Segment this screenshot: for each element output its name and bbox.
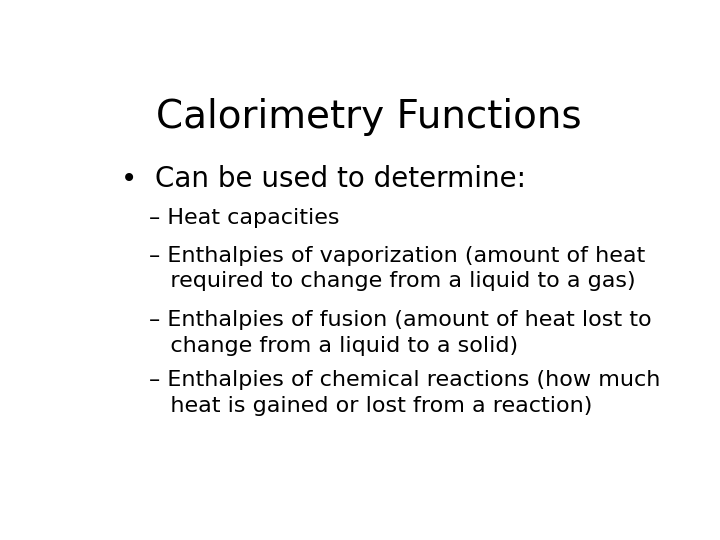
Text: – Enthalpies of chemical reactions (how much
   heat is gained or lost from a re: – Enthalpies of chemical reactions (how … xyxy=(148,370,660,416)
Text: •  Can be used to determine:: • Can be used to determine: xyxy=(121,165,526,193)
Text: – Enthalpies of vaporization (amount of heat
   required to change from a liquid: – Enthalpies of vaporization (amount of … xyxy=(148,246,645,291)
Text: – Enthalpies of fusion (amount of heat lost to
   change from a liquid to a soli: – Enthalpies of fusion (amount of heat l… xyxy=(148,310,651,356)
Text: Calorimetry Functions: Calorimetry Functions xyxy=(156,98,582,136)
Text: – Heat capacities: – Heat capacities xyxy=(148,208,339,228)
